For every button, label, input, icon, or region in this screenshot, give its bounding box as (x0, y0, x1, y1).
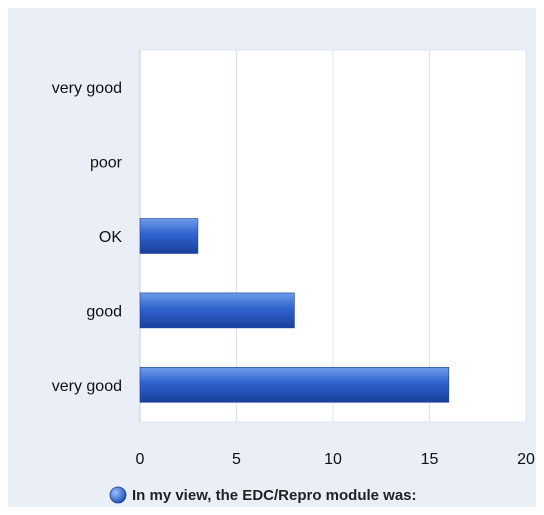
legend: In my view, the EDC/Repro module was: (109, 486, 417, 504)
bars (139, 218, 450, 403)
bar (139, 367, 450, 403)
legend-label: In my view, the EDC/Repro module was: (132, 487, 417, 504)
x-tick-labels: 0 5 10 15 20 (136, 451, 535, 468)
category-label: very good (52, 80, 122, 97)
category-label: very good (52, 378, 122, 395)
gridlines (236, 50, 527, 422)
x-tick-label: 15 (421, 451, 439, 468)
category-label: poor (90, 155, 123, 172)
x-tick-label: 0 (136, 451, 145, 468)
x-tick-label: 5 (232, 451, 241, 468)
category-label: good (86, 303, 122, 320)
legend-marker-icon (109, 486, 127, 504)
x-tick-label: 20 (517, 451, 535, 468)
bar (139, 292, 295, 329)
x-tick-label: 10 (324, 451, 342, 468)
category-label: OK (99, 229, 122, 246)
category-labels: very good poor OK good very good (52, 80, 123, 395)
bar (139, 218, 199, 254)
